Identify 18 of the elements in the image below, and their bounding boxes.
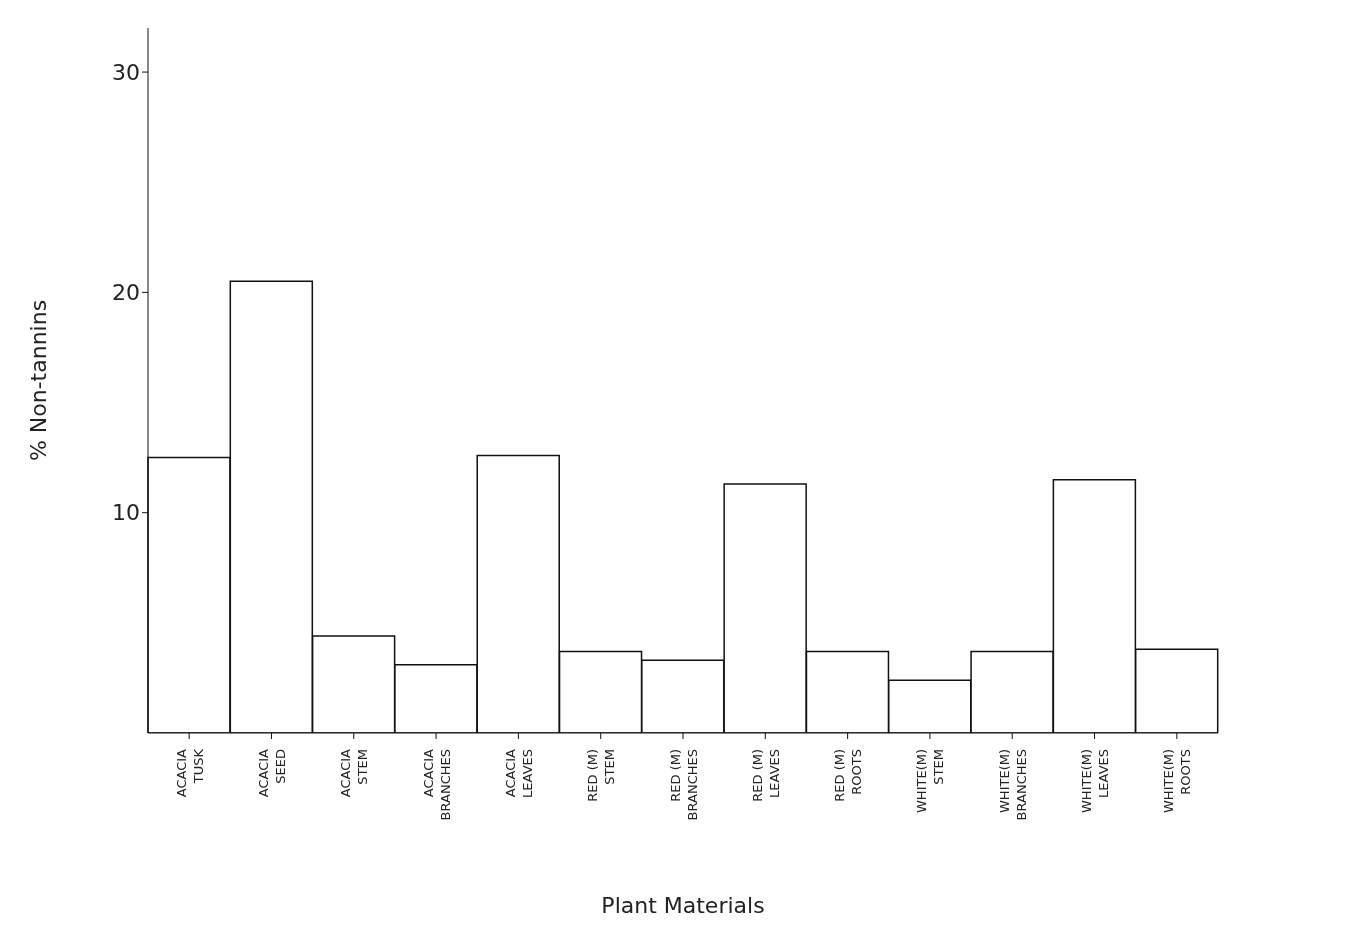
- x-tick-label: WHITE(M) LEAVES: [1079, 749, 1112, 813]
- x-tick-label: WHITE(M) STEM: [914, 749, 947, 813]
- y-tick-label: 20: [112, 280, 140, 306]
- x-tick-label: WHITE(M) BRANCHES: [996, 749, 1029, 821]
- y-tick-label: 10: [112, 500, 140, 526]
- y-axis-title: % Non-tannins: [25, 299, 51, 462]
- x-tick-label: RED (M) ROOTS: [832, 749, 865, 802]
- x-tick-label: RED (M) STEM: [585, 749, 618, 802]
- x-tick-label: ACACIA STEM: [338, 748, 371, 798]
- x-tick-label: ACACIA LEAVES: [502, 748, 535, 798]
- x-tick-label: WHITE(M) ROOTS: [1161, 749, 1194, 813]
- x-tick-label: RED (M) BRANCHES: [667, 749, 700, 821]
- x-tick-label: ACACIA SEED: [255, 748, 288, 798]
- x-tick-label: ACACIA TUSK: [173, 748, 206, 798]
- y-tick-label: 30: [112, 59, 140, 85]
- x-tick-label: ACACIA BRANCHES: [420, 748, 453, 821]
- x-tick-label: RED (M) LEAVES: [749, 749, 782, 802]
- x-axis-title: Plant Materials: [601, 893, 765, 918]
